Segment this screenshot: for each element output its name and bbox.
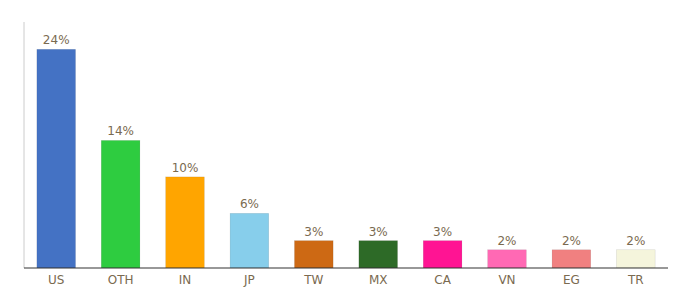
- data-label: 3%: [369, 225, 388, 239]
- bar: [230, 213, 269, 268]
- x-tick-label: JP: [243, 273, 255, 287]
- bar: [294, 241, 333, 268]
- data-label: 3%: [433, 225, 452, 239]
- x-tick-label: US: [48, 273, 64, 287]
- y-axis-line: [24, 22, 25, 268]
- chart-container: US OTH IN JP TW MX CA VN EG TR 24% 14% 10% 6% 3% 3% 3% 2%…: [0, 0, 680, 300]
- bar: [359, 241, 398, 268]
- x-tick-label: OTH: [108, 273, 134, 287]
- chart: US OTH IN JP TW MX CA VN EG TR 24% 14% 10% 6% 3% 3% 3% 2%…: [0, 0, 680, 300]
- x-axis-line: [24, 267, 668, 268]
- data-label: 2%: [626, 234, 645, 248]
- bar: [488, 250, 527, 268]
- data-label: 2%: [497, 234, 516, 248]
- data-label: 14%: [107, 124, 134, 138]
- bar: [101, 140, 140, 268]
- bar: [37, 49, 76, 268]
- data-label: 10%: [172, 161, 199, 175]
- data-label: 24%: [43, 33, 70, 47]
- data-label: 6%: [240, 197, 259, 211]
- bar: [423, 241, 462, 268]
- bar: [166, 177, 205, 268]
- x-tick-label: EG: [563, 273, 580, 287]
- x-tick-label: CA: [434, 273, 451, 287]
- x-tick-label: IN: [179, 273, 192, 287]
- bars: [37, 49, 655, 268]
- data-label: 2%: [562, 234, 581, 248]
- bar: [552, 250, 591, 268]
- data-label: 3%: [304, 225, 323, 239]
- x-tick-label: TR: [627, 273, 644, 287]
- x-tick-label: VN: [498, 273, 515, 287]
- x-tick-label: MX: [369, 273, 388, 287]
- bar: [616, 250, 655, 268]
- x-tick-label: TW: [303, 273, 323, 287]
